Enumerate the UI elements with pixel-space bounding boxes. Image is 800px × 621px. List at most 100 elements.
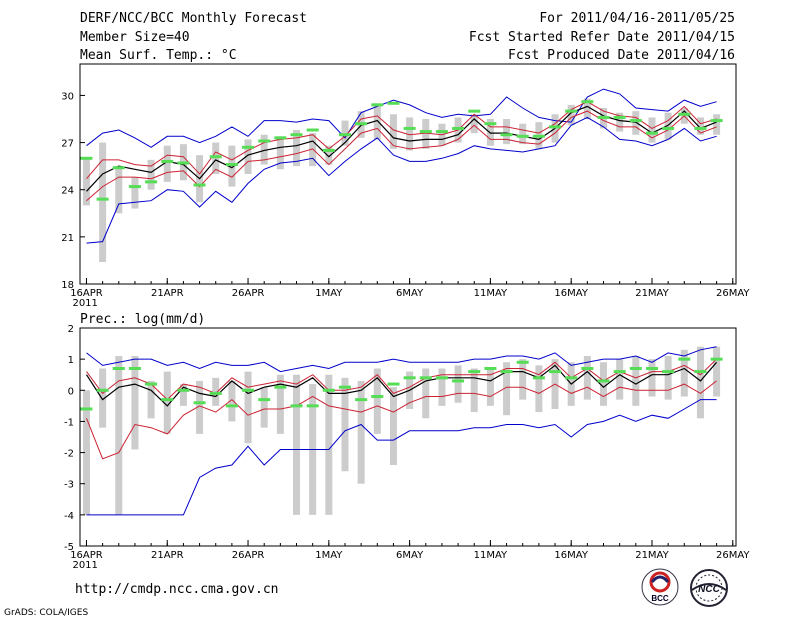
temp-ensemble-box: [713, 114, 721, 135]
precip-obs-marker: [225, 404, 238, 408]
temp-ensemble-box: [131, 177, 139, 209]
temp-ensemble-box: [696, 117, 704, 135]
precip-obs-marker: [80, 407, 93, 411]
precip-obs-marker: [403, 376, 416, 380]
temp-ensemble-box: [422, 119, 430, 149]
precip-obs-marker: [581, 366, 594, 370]
precip-xtick-label: 6MAY: [396, 550, 424, 561]
bcc-logo: BCC: [641, 568, 679, 606]
precip-obs-marker: [710, 357, 723, 361]
precip-obs-marker: [387, 382, 400, 386]
precip-ensemble-box: [276, 374, 284, 434]
variable-label: Mean Surf. Temp.: °C: [80, 48, 237, 63]
precip-obs-marker: [242, 388, 255, 392]
temp-ensemble-box: [260, 134, 268, 165]
precip-ytick-label: 1: [68, 355, 74, 366]
precip-obs-marker: [694, 370, 707, 374]
temp-obs-marker: [532, 134, 545, 138]
temp-obs-marker: [274, 136, 287, 140]
ncc-logo: NCC: [690, 569, 728, 607]
precip-xtick-label: 16APR: [70, 550, 103, 561]
precip-obs-marker: [322, 388, 335, 392]
precip-ensemble-box: [470, 368, 478, 413]
precip-obs-marker: [338, 385, 351, 389]
temp-obs-marker: [549, 125, 562, 129]
temp-ensemble-box: [583, 98, 591, 119]
grads-credit: GrADS: COLA/IGES: [4, 608, 89, 618]
temp-obs-marker: [597, 115, 610, 119]
temp-obs-marker: [419, 130, 432, 134]
temp-ensemble-box: [648, 117, 656, 143]
temp-obs-marker: [193, 183, 206, 187]
precip-obs-marker: [629, 366, 642, 370]
precip-obs-marker: [613, 370, 626, 374]
temp-ytick-label: 24: [61, 186, 74, 197]
precip-ensemble-box: [438, 368, 446, 406]
temp-ytick-label: 27: [61, 139, 74, 150]
precip-obs-marker: [435, 376, 448, 380]
temp-obs-marker: [177, 161, 190, 165]
precip-obs-marker: [371, 395, 384, 399]
precip-ensemble-box: [583, 356, 591, 400]
member-size: Member Size=40: [80, 30, 190, 45]
precip-obs-marker: [500, 370, 513, 374]
temp-ensemble-box: [212, 142, 220, 174]
precip-obs-marker: [355, 398, 368, 402]
precip-ensemble-box: [131, 356, 139, 450]
temp-ytick-label: 21: [61, 233, 74, 244]
precip-ensemble-box: [228, 380, 236, 422]
precip-ensemble-box: [680, 349, 688, 397]
precip-obs-marker: [484, 366, 497, 370]
temp-obs-marker: [452, 126, 465, 130]
precip-xtick-label: 2011: [72, 560, 97, 571]
precip-obs-marker: [662, 370, 675, 374]
temp-obs-marker: [145, 180, 158, 184]
precip-obs-marker: [258, 398, 271, 402]
temp-min-line: [86, 116, 717, 244]
temp-obs-marker: [694, 126, 707, 130]
precip-obs-marker: [177, 388, 190, 392]
precip-obs-marker: [532, 376, 545, 380]
precip-ensemble-box: [147, 380, 155, 419]
precip-obs-marker: [419, 376, 432, 380]
temp-ensemble-box: [309, 133, 317, 167]
temp-ensemble-box: [406, 117, 414, 151]
temp-obs-marker: [322, 148, 335, 152]
temp-xtick-label: 2011: [72, 298, 97, 309]
temp-obs-marker: [516, 134, 529, 138]
temp-obs-marker: [710, 119, 723, 123]
precip-ensemble-box: [293, 374, 301, 515]
precip-ensemble-box: [325, 374, 333, 515]
temp-mean-line: [86, 105, 717, 192]
temp-obs-marker: [629, 119, 642, 123]
produced-date: Fcst Produced Date 2011/04/16: [508, 48, 735, 63]
precip-ensemble-box: [373, 368, 381, 434]
precip-obs-marker: [516, 360, 529, 364]
temp-ensemble-box: [616, 112, 624, 132]
temp-xtick-label: 21MAY: [635, 288, 669, 299]
temp-ensemble-box: [115, 166, 123, 214]
precip-xtick-label: 11MAY: [474, 550, 508, 561]
precip-lower-line: [86, 380, 717, 460]
temp-ensemble-box: [99, 142, 107, 262]
temp-obs-marker: [581, 100, 594, 104]
precip-ensemble-box: [600, 362, 608, 406]
temp-obs-marker: [500, 133, 513, 137]
temp-ensemble-box: [664, 112, 672, 140]
precip-ensemble-box: [503, 362, 511, 416]
temp-xtick-label: 16MAY: [554, 288, 588, 299]
temp-ensemble-box: [147, 159, 155, 190]
temp-obs-marker: [371, 103, 384, 107]
precip-obs-marker: [128, 366, 141, 370]
precip-ensemble-box: [115, 356, 123, 515]
temp-ensemble-box: [389, 114, 397, 149]
precip-obs-marker: [549, 370, 562, 374]
temp-obs-marker: [112, 166, 125, 170]
start-refer-date: Fcst Started Refer Date 2011/04/15: [468, 30, 735, 45]
precip-max-line: [86, 346, 717, 373]
precip-ensemble-box: [341, 377, 349, 472]
source-url[interactable]: http://cmdp.ncc.cma.gov.cn: [75, 582, 279, 597]
precip-ytick-label: -2: [64, 449, 74, 460]
precip-ensemble-box: [212, 377, 220, 406]
temp-obs-marker: [613, 115, 626, 119]
